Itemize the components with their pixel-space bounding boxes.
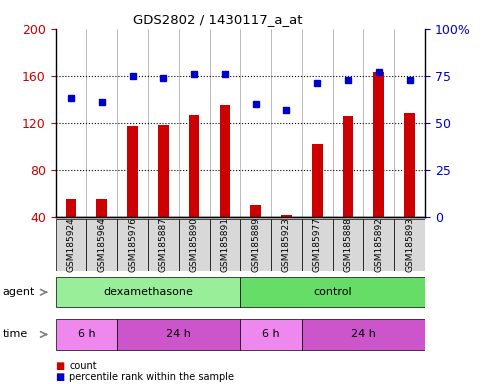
- Bar: [342, 116, 354, 217]
- Text: control: control: [313, 287, 352, 297]
- Bar: [373, 72, 384, 217]
- Bar: [148, 219, 179, 271]
- Text: percentile rank within the sample: percentile rank within the sample: [69, 372, 234, 382]
- Text: GSM185964: GSM185964: [97, 217, 106, 272]
- Text: GSM185977: GSM185977: [313, 217, 322, 272]
- Bar: [271, 219, 302, 271]
- Text: GDS2802 / 1430117_a_at: GDS2802 / 1430117_a_at: [133, 13, 302, 26]
- Text: GSM185893: GSM185893: [405, 217, 414, 272]
- Text: 24 h: 24 h: [351, 329, 376, 339]
- Text: GSM185976: GSM185976: [128, 217, 137, 272]
- Bar: [250, 205, 261, 217]
- Bar: [404, 114, 415, 217]
- Bar: [158, 125, 169, 217]
- Text: GSM185923: GSM185923: [282, 217, 291, 272]
- Text: 24 h: 24 h: [166, 329, 191, 339]
- Bar: [302, 219, 333, 271]
- Text: GSM185890: GSM185890: [190, 217, 199, 272]
- Bar: [96, 199, 107, 217]
- Text: GSM185889: GSM185889: [251, 217, 260, 272]
- Bar: [117, 219, 148, 271]
- Bar: [219, 105, 230, 217]
- Text: ■: ■: [56, 361, 65, 371]
- Text: ■: ■: [56, 372, 65, 382]
- Bar: [86, 219, 117, 271]
- Bar: [127, 126, 138, 217]
- Text: GSM185891: GSM185891: [220, 217, 229, 272]
- Bar: [66, 199, 76, 217]
- Text: GSM185924: GSM185924: [67, 217, 75, 272]
- Bar: [179, 219, 210, 271]
- Bar: [302, 319, 425, 350]
- Text: dexamethasone: dexamethasone: [103, 287, 193, 297]
- Text: agent: agent: [2, 287, 35, 297]
- Text: GSM185888: GSM185888: [343, 217, 353, 272]
- Bar: [281, 215, 292, 217]
- Bar: [312, 144, 323, 217]
- Bar: [394, 219, 425, 271]
- Text: GSM185887: GSM185887: [159, 217, 168, 272]
- Text: 6 h: 6 h: [262, 329, 280, 339]
- Bar: [56, 319, 117, 350]
- Bar: [240, 277, 425, 308]
- Bar: [117, 319, 241, 350]
- Bar: [56, 219, 86, 271]
- Bar: [240, 219, 271, 271]
- Bar: [56, 277, 241, 308]
- Bar: [333, 219, 364, 271]
- Text: time: time: [2, 329, 28, 339]
- Text: GSM185892: GSM185892: [374, 217, 384, 272]
- Bar: [240, 319, 302, 350]
- Text: count: count: [69, 361, 97, 371]
- Bar: [364, 219, 394, 271]
- Bar: [210, 219, 240, 271]
- Text: 6 h: 6 h: [78, 329, 95, 339]
- Bar: [189, 115, 199, 217]
